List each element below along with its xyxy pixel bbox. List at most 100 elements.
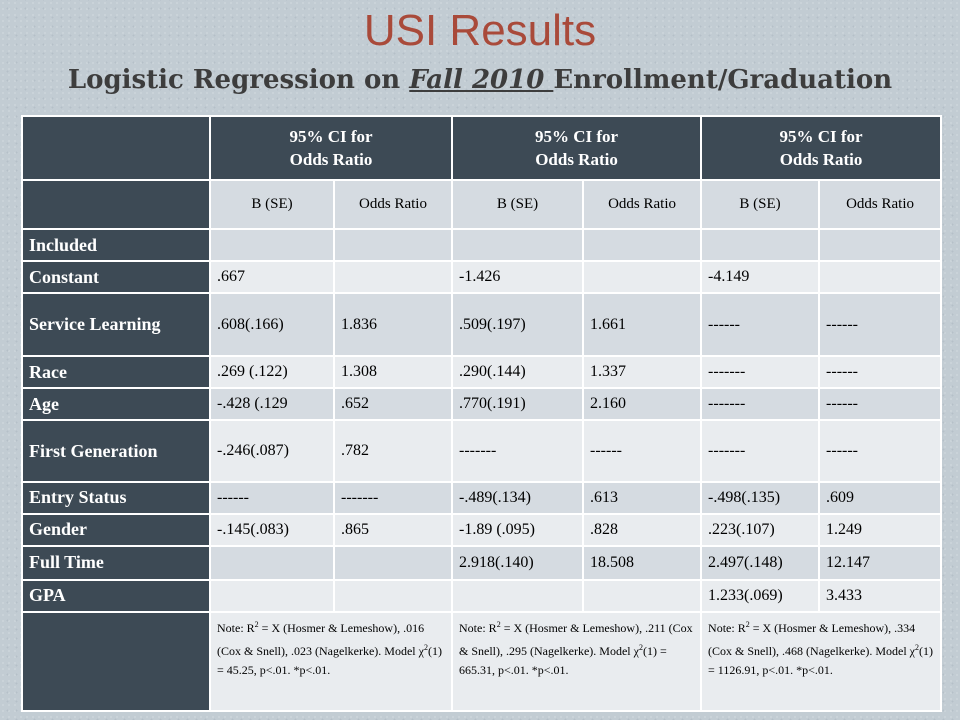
table-cell: 2.160 bbox=[582, 387, 703, 422]
table-row: Entry Status ------ ------- -.489(.134) .613… bbox=[21, 480, 943, 515]
table-cell: 18.508 bbox=[582, 544, 703, 581]
col-header-or-3: Odds Ratio bbox=[818, 178, 943, 231]
row-label: Age bbox=[21, 387, 211, 422]
table-cell: 3.433 bbox=[818, 578, 943, 613]
table-cell: ------ bbox=[818, 355, 943, 390]
table-cell: ------ bbox=[582, 419, 703, 483]
table-cell: 1.308 bbox=[332, 355, 454, 390]
table-cell: .290(.144) bbox=[451, 355, 585, 390]
table-row: First Generation -.246(.087) .782 ------- --… bbox=[21, 419, 943, 483]
table-cell: 2.497(.148) bbox=[700, 544, 821, 581]
table-cell bbox=[700, 228, 821, 263]
table-cell: 1.233(.069) bbox=[700, 578, 821, 613]
group-header-row: 95% CI for Odds Ratio 95% CI for Odds Rati… bbox=[21, 115, 943, 181]
table-cell bbox=[818, 228, 943, 263]
slide-title: USI Results bbox=[363, 6, 597, 55]
table-cell: -.246(.087) bbox=[209, 419, 335, 483]
table-cell: ------ bbox=[818, 292, 943, 358]
table-cell bbox=[332, 260, 454, 295]
table-cell bbox=[332, 544, 454, 581]
table-cell bbox=[451, 228, 585, 263]
table-cell: 1.249 bbox=[818, 512, 943, 547]
table-cell bbox=[582, 260, 703, 295]
col-header-b-3: B (SE) bbox=[700, 178, 821, 231]
table-cell: .667 bbox=[209, 260, 335, 295]
table-cell: ------- bbox=[700, 387, 821, 422]
row-label: Constant bbox=[21, 260, 211, 295]
table-cell: ------ bbox=[818, 387, 943, 422]
row-label: GPA bbox=[21, 578, 211, 613]
col-header-or-2: Odds Ratio bbox=[582, 178, 703, 231]
table-cell bbox=[818, 260, 943, 295]
row-label: Service Learning bbox=[21, 292, 211, 358]
table-cell: .652 bbox=[332, 387, 454, 422]
col-header-b-2: B (SE) bbox=[451, 178, 585, 231]
table-cell: .828 bbox=[582, 512, 703, 547]
table-cell: 1.337 bbox=[582, 355, 703, 390]
row-label: Entry Status bbox=[21, 480, 211, 515]
row-label: Full Time bbox=[21, 544, 211, 581]
table-cell: ------ bbox=[818, 419, 943, 483]
table-cell: -.498(.135) bbox=[700, 480, 821, 515]
table-cell bbox=[451, 578, 585, 613]
row-label: First Generation bbox=[21, 419, 211, 483]
note-2: Note: R2 = X (Hosmer & Lemeshow), .211 (… bbox=[451, 610, 703, 713]
table-row: Gender -.145(.083) .865 -1.89 (.095) .828.22… bbox=[21, 512, 943, 547]
subtitle-prefix: Logistic Regression on bbox=[67, 65, 410, 95]
row-label: Race bbox=[21, 355, 211, 390]
table-cell bbox=[332, 578, 454, 613]
table-cell: -1.426 bbox=[451, 260, 585, 295]
table-cell: .613 bbox=[582, 480, 703, 515]
subtitle-emphasis: Fall 2010 bbox=[409, 65, 554, 95]
column-header-row: B (SE) Odds Ratio B (SE) Odds Ratio B (S… bbox=[21, 178, 943, 231]
row-label: Gender bbox=[21, 512, 211, 547]
group-header-2: 95% CI for Odds Ratio bbox=[451, 115, 703, 181]
table-row: Full Time 2.918(.140) 18.508 2.497(.148) 12.… bbox=[21, 544, 943, 581]
table-cell: 12.147 bbox=[818, 544, 943, 581]
table-row: Age -.428 (.129.652.770(.191) 2.160 -------… bbox=[21, 387, 943, 422]
table-cell: .770(.191) bbox=[451, 387, 585, 422]
header-corner bbox=[21, 115, 211, 181]
note-1: Note: R2 = X (Hosmer & Lemeshow), .016 (… bbox=[208, 610, 454, 713]
table-cell: .269 (.122) bbox=[209, 355, 335, 390]
table-cell bbox=[209, 578, 335, 613]
table-row: Race .269 (.122) 1.308.290(.144) 1.337 -----… bbox=[21, 355, 943, 390]
table-cell bbox=[582, 578, 703, 613]
table-row: Constant .667 -1.426 -4.149 bbox=[21, 260, 943, 295]
col-header-or-1: Odds Ratio bbox=[332, 178, 454, 231]
table-cell: 1.836 bbox=[332, 292, 454, 358]
group-header-1: 95% CI for Odds Ratio bbox=[208, 115, 454, 181]
table-cell: ------- bbox=[700, 355, 821, 390]
table-cell: 1.661 bbox=[582, 292, 703, 358]
table-cell: -4.149 bbox=[700, 260, 821, 295]
table-cell: -.145(.083) bbox=[209, 512, 335, 547]
row-label: Included bbox=[21, 228, 211, 263]
table-cell: -1.89 (.095) bbox=[451, 512, 585, 547]
table-cell bbox=[209, 544, 335, 581]
notes-row: Note: R2 = X (Hosmer & Lemeshow), .016 (… bbox=[21, 610, 943, 713]
table-cell: .223(.107) bbox=[700, 512, 821, 547]
table-cell bbox=[209, 228, 335, 263]
table-cell: .782 bbox=[332, 419, 454, 483]
table-cell: ------ bbox=[209, 480, 335, 515]
regression-table: 95% CI for Odds Ratio 95% CI for Odds Rati… bbox=[21, 115, 943, 713]
slide-subtitle: Logistic Regression on Fall 2010 Enrollm… bbox=[0, 62, 960, 98]
subtitle-suffix: Enrollment/Graduation bbox=[553, 65, 893, 95]
table-cell: 2.918(.140) bbox=[451, 544, 585, 581]
table-cell: -.489(.134) bbox=[451, 480, 585, 515]
note-3: Note: R2 = X (Hosmer & Lemeshow), .334 (… bbox=[700, 610, 943, 713]
table-cell: .609 bbox=[818, 480, 943, 515]
table-cell: .509(.197) bbox=[451, 292, 585, 358]
table-cell: ------ bbox=[700, 292, 821, 358]
table-row: Included bbox=[21, 228, 943, 263]
group-header-3: 95% CI for Odds Ratio bbox=[700, 115, 943, 181]
table-cell bbox=[332, 228, 454, 263]
table-row: Service Learning .608(.166) 1.836.509(.197… bbox=[21, 292, 943, 358]
table-cell: .608(.166) bbox=[209, 292, 335, 358]
table-cell: ------- bbox=[332, 480, 454, 515]
table-cell: ------- bbox=[700, 419, 821, 483]
table-cell bbox=[582, 228, 703, 263]
col-header-b-1: B (SE) bbox=[209, 178, 335, 231]
table-body: Included Constant .667 -1.426 -4.149 Service … bbox=[21, 228, 943, 613]
table-cell: .865 bbox=[332, 512, 454, 547]
